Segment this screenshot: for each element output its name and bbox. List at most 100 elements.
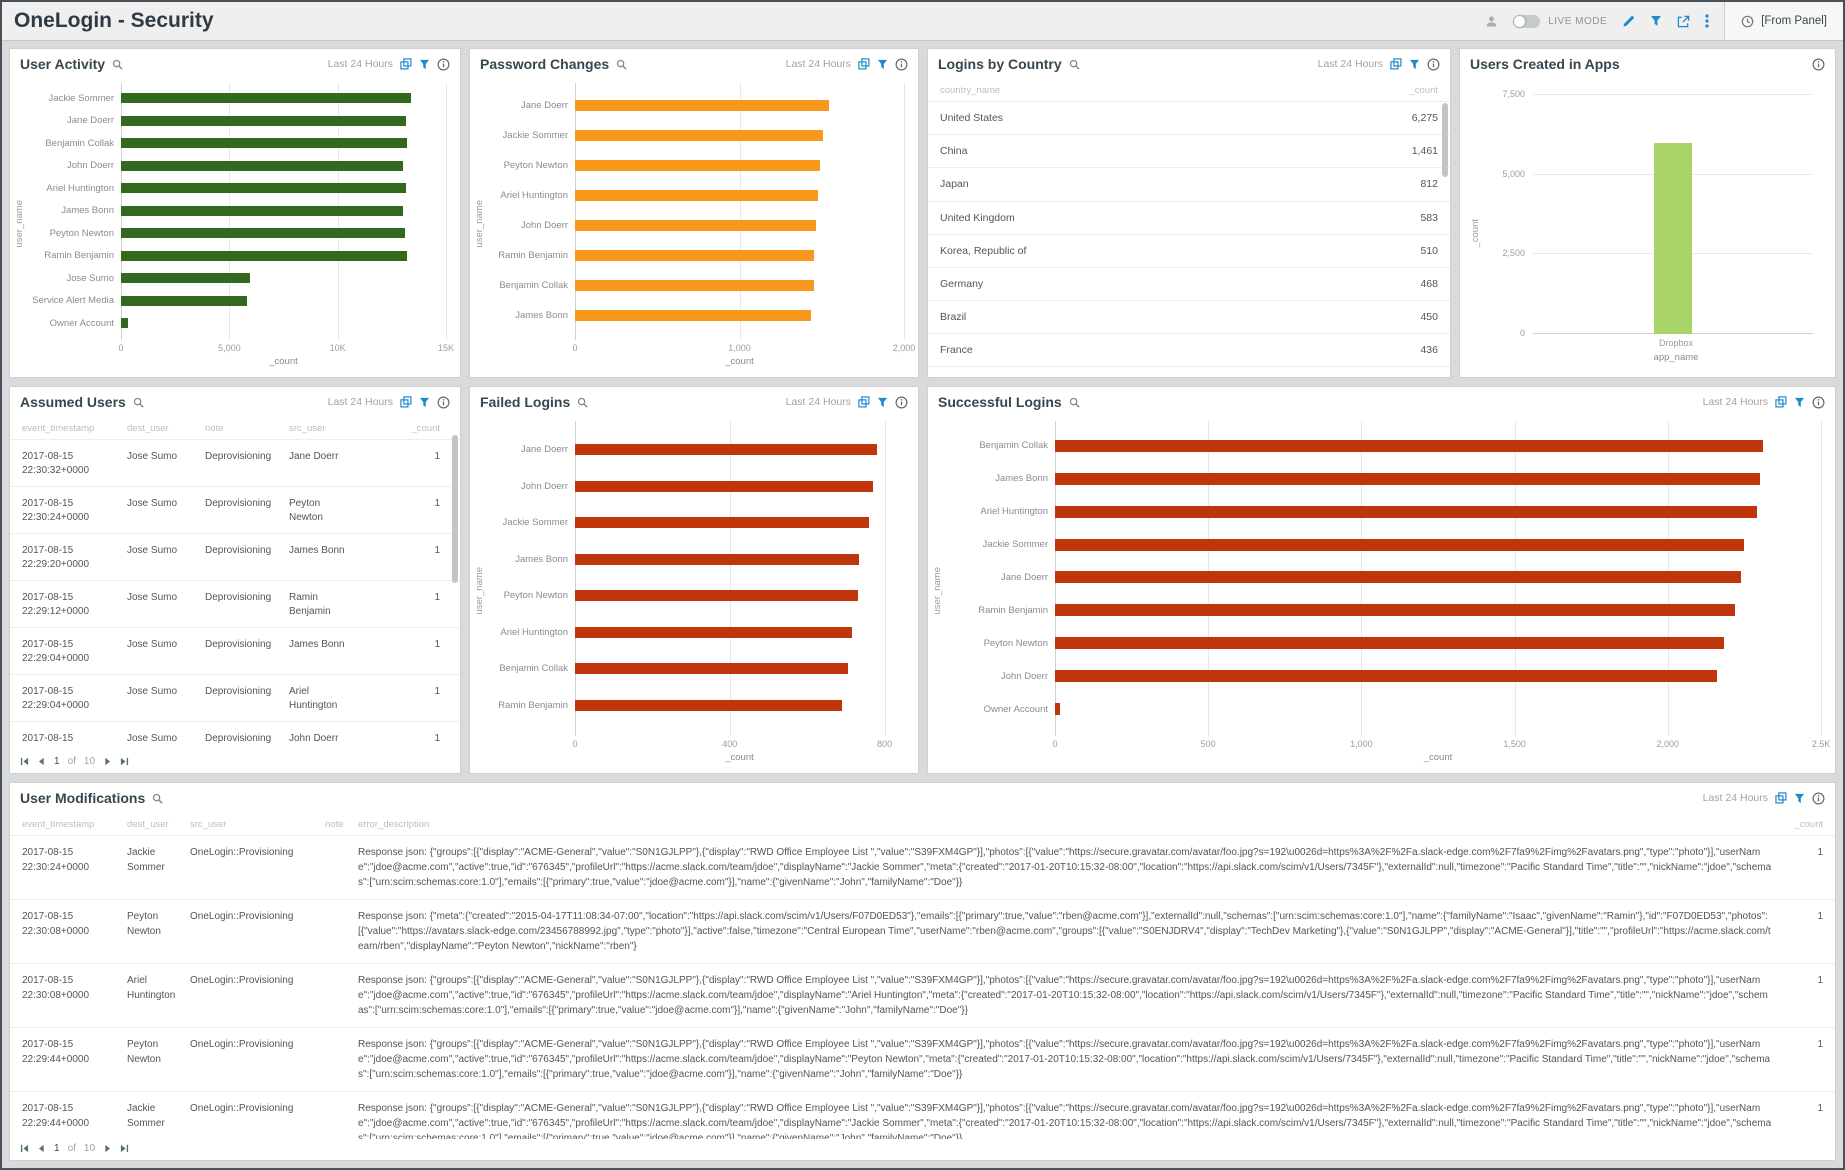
filter-icon[interactable] (877, 397, 888, 408)
bar[interactable] (121, 250, 407, 261)
bar[interactable] (121, 183, 406, 193)
prev-page-button[interactable] (37, 757, 46, 766)
info-icon[interactable] (895, 58, 908, 71)
table-row[interactable]: Canada390 (928, 366, 1450, 377)
bar[interactable] (575, 663, 848, 675)
filter-icon[interactable] (1650, 15, 1662, 27)
open-in-new-icon[interactable] (1775, 396, 1787, 408)
bar[interactable] (575, 100, 830, 111)
table-row[interactable]: 2017-08-15 22:30:24+0000 Jose Sumo Deprovi… (10, 486, 460, 533)
bar[interactable] (575, 444, 877, 456)
bar[interactable] (575, 220, 816, 231)
filter-icon[interactable] (1794, 793, 1805, 804)
open-in-new-icon[interactable] (400, 58, 412, 70)
bar[interactable] (121, 318, 128, 328)
bar[interactable] (121, 273, 250, 283)
info-icon[interactable] (437, 396, 450, 409)
bar[interactable] (1654, 142, 1692, 334)
from-panel-chip[interactable]: [From Panel] (1724, 2, 1843, 40)
bar[interactable] (1055, 703, 1060, 716)
table-row[interactable]: 2017-08-15 22:30:08+0000 Ariel Huntington… (10, 963, 1835, 1027)
table-row[interactable]: 2017-08-15 22:30:08+0000 Peyton Newton One… (10, 899, 1835, 963)
next-page-button[interactable] (103, 757, 112, 766)
filter-icon[interactable] (419, 59, 430, 70)
bar[interactable] (1055, 637, 1725, 650)
bar[interactable] (1055, 670, 1717, 683)
bar[interactable] (575, 590, 858, 602)
table-row[interactable]: 2017-08-15 22:29:12+0000 Jose Sumo Deprovi… (10, 580, 460, 627)
filter-icon[interactable] (877, 59, 888, 70)
bar[interactable] (575, 310, 812, 321)
open-in-new-icon[interactable] (400, 396, 412, 408)
prev-page-button[interactable] (37, 1144, 46, 1153)
info-icon[interactable] (1812, 58, 1825, 71)
bar[interactable] (1055, 538, 1745, 551)
table-row[interactable]: 2017-08-15 Jose Sumo Deprovisioning John Do… (10, 721, 460, 755)
share-icon[interactable] (1677, 15, 1690, 28)
info-icon[interactable] (1812, 396, 1825, 409)
table-row[interactable]: China 1,461 (928, 134, 1450, 167)
bar[interactable] (121, 228, 405, 238)
bar[interactable] (575, 130, 824, 141)
table-row[interactable]: Korea, Republic of 510 (928, 233, 1450, 267)
first-page-button[interactable] (20, 757, 29, 766)
edit-pencil-icon[interactable] (1622, 15, 1635, 28)
bar[interactable] (1055, 472, 1760, 485)
open-in-new-icon[interactable] (858, 396, 870, 408)
table-row[interactable]: Brazil 450 (928, 300, 1450, 333)
bar[interactable] (1055, 571, 1742, 584)
table-row[interactable]: United Kingdom 583 (928, 200, 1450, 234)
filter-icon[interactable] (1794, 397, 1805, 408)
table-row[interactable]: 2017-08-15 22:29:20+0000 Jose Sumo Deprovi… (10, 533, 460, 580)
bar[interactable] (575, 190, 818, 201)
bar[interactable] (575, 160, 821, 171)
table-row[interactable]: 2017-08-15 22:29:44+0000 Peyton Newton One… (10, 1027, 1835, 1091)
zoom-in-icon[interactable] (112, 59, 123, 70)
open-in-new-icon[interactable] (1390, 58, 1402, 70)
filter-icon[interactable] (419, 397, 430, 408)
table-row[interactable]: France 436 (928, 333, 1450, 366)
info-icon[interactable] (437, 58, 450, 71)
bar[interactable] (1055, 439, 1763, 452)
bar[interactable] (121, 295, 247, 306)
bar[interactable] (575, 626, 852, 638)
open-in-new-icon[interactable] (1775, 792, 1787, 804)
bar[interactable] (575, 480, 874, 492)
zoom-in-icon[interactable] (1069, 59, 1080, 70)
bar[interactable] (1055, 604, 1736, 617)
table-row[interactable]: United States 6,275 (928, 101, 1450, 134)
bar[interactable] (1055, 505, 1757, 518)
bar[interactable] (121, 138, 407, 148)
table-row[interactable]: 2017-08-15 22:30:24+0000 Jackie Sommer One… (10, 835, 1835, 899)
first-page-button[interactable] (20, 1144, 29, 1153)
table-row[interactable]: 2017-08-15 22:29:44+0000 Jackie Sommer One… (10, 1091, 1835, 1155)
bar[interactable] (575, 699, 843, 711)
zoom-in-icon[interactable] (577, 397, 588, 408)
table-row[interactable]: Japan 812 (928, 167, 1450, 200)
table-row[interactable]: 2017-08-15 22:29:04+0000 Jose Sumo Deprovi… (10, 674, 460, 721)
open-in-new-icon[interactable] (858, 58, 870, 70)
zoom-in-icon[interactable] (133, 397, 144, 408)
filter-icon[interactable] (1409, 59, 1420, 70)
table-row[interactable]: Germany 468 (928, 266, 1450, 300)
zoom-in-icon[interactable] (152, 793, 163, 804)
bar[interactable] (121, 93, 412, 103)
bar[interactable] (121, 205, 403, 216)
last-page-button[interactable] (120, 1144, 129, 1153)
zoom-in-icon[interactable] (616, 59, 627, 70)
table-row[interactable]: 2017-08-15 22:29:04+0000 Jose Sumo Deprovi… (10, 627, 460, 674)
next-page-button[interactable] (103, 1144, 112, 1153)
zoom-in-icon[interactable] (1069, 397, 1080, 408)
bar[interactable] (575, 517, 870, 529)
live-mode-toggle[interactable] (1513, 14, 1541, 28)
last-page-button[interactable] (120, 757, 129, 766)
scrollbar-thumb[interactable] (1442, 103, 1448, 177)
table-row[interactable]: 2017-08-15 22:30:32+0000 Jose Sumo Deprovi… (10, 439, 460, 486)
bar[interactable] (575, 280, 814, 291)
scrollbar-thumb[interactable] (452, 435, 458, 583)
bar[interactable] (121, 160, 403, 171)
bar[interactable] (575, 553, 860, 565)
kebab-menu-icon[interactable] (1705, 14, 1709, 28)
bar[interactable] (575, 250, 815, 261)
info-icon[interactable] (1812, 792, 1825, 805)
